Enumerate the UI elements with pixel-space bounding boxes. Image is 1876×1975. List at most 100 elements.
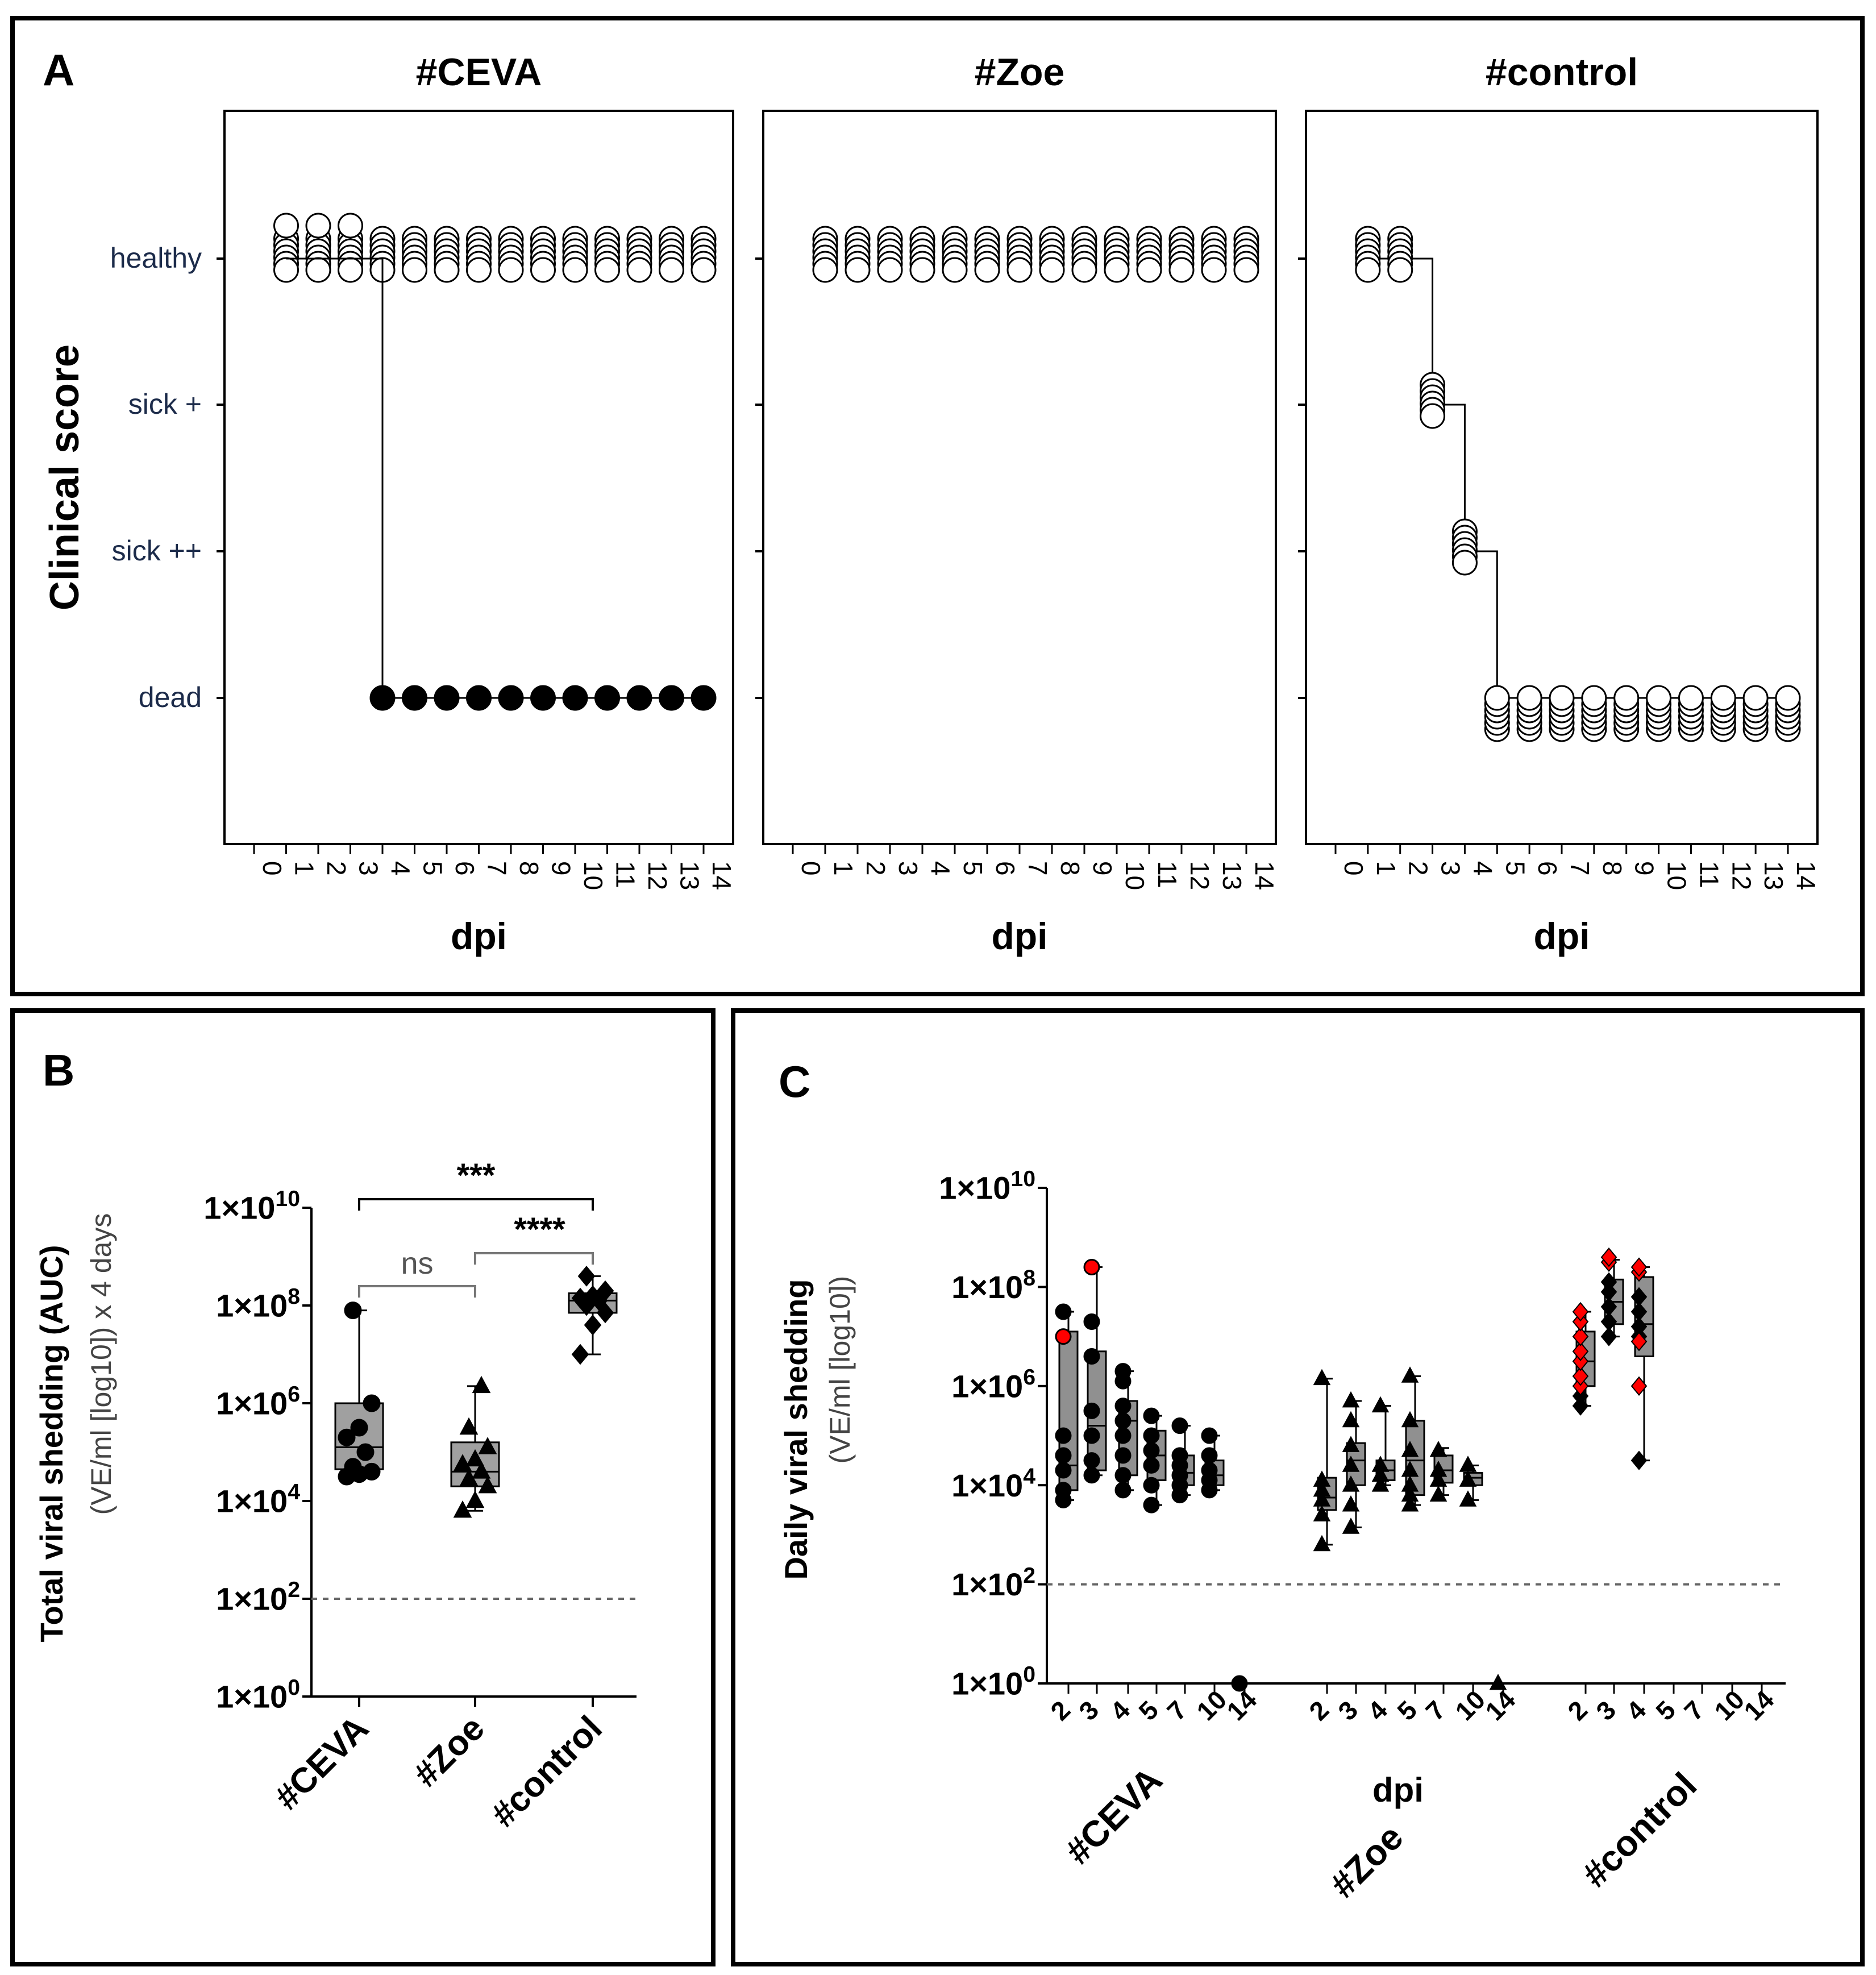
tick-base: 1×10 [216, 1483, 288, 1519]
tick-base: 1×10 [951, 1368, 1023, 1404]
tick-base: 1×10 [951, 1269, 1023, 1305]
data-point [584, 1315, 602, 1336]
y-category-label: healthy [110, 242, 202, 274]
data-point [1600, 1272, 1617, 1292]
x-tick-label: 14 [707, 861, 737, 890]
highlight-point [1572, 1302, 1589, 1322]
tick-exponent: 2 [1023, 1564, 1035, 1588]
panel-b-y-tick-label: 1×100 [216, 1675, 300, 1714]
data-point [1401, 1441, 1419, 1457]
significance-label: ns [401, 1246, 433, 1280]
data-point [1055, 1303, 1072, 1320]
data-point [1678, 685, 1704, 711]
tick-exponent: 10 [275, 1187, 300, 1211]
panel-a-frame [10, 16, 1865, 996]
highlight-point [1055, 1328, 1072, 1345]
data-point [1006, 257, 1033, 283]
subplot-title: #CEVA [416, 51, 542, 94]
data-point [402, 257, 427, 283]
data-point [1201, 1462, 1218, 1479]
data-point [1143, 1496, 1160, 1514]
tick-exponent: 10 [1010, 1167, 1035, 1191]
data-point [1083, 1313, 1100, 1330]
x-tick-label: 10 [1120, 861, 1150, 890]
x-tick-label: 10 [1662, 861, 1692, 890]
data-point [1055, 1482, 1072, 1499]
x-axis-title: dpi [1534, 915, 1590, 957]
data-point [1371, 1456, 1390, 1472]
data-point [845, 257, 871, 283]
tick-exponent: 2 [288, 1578, 300, 1602]
data-point [1600, 1282, 1617, 1302]
data-point [659, 685, 684, 711]
data-point [344, 1302, 362, 1320]
x-tick-label: 1 [290, 861, 319, 876]
data-point [1429, 1441, 1447, 1457]
x-tick-label: 13 [1217, 861, 1247, 890]
data-point [466, 257, 492, 283]
x-tick-label: 11 [1694, 861, 1724, 888]
data-point [877, 257, 903, 283]
x-tick-label: 4 [386, 861, 415, 876]
data-point [1313, 1369, 1331, 1386]
data-point [1313, 1470, 1331, 1487]
x-tick-label: 0 [1339, 861, 1368, 876]
y-axis-subtitle: (VE/ml [log10]) x 4 days [85, 1213, 117, 1515]
x-tick-label: 9 [1088, 861, 1117, 876]
data-point [1613, 685, 1640, 711]
highlight-point [1572, 1376, 1589, 1396]
data-point [1371, 1475, 1390, 1492]
data-point [1342, 1391, 1360, 1408]
data-point [1114, 1363, 1132, 1380]
data-point [472, 1461, 491, 1479]
panel-b-y-tick-label: 1×1010 [203, 1187, 300, 1225]
data-point [1401, 1475, 1419, 1492]
tick-base: 1×10 [203, 1190, 275, 1226]
x-tick-label: 2 [861, 861, 891, 876]
data-point [659, 257, 684, 283]
data-point [1083, 1427, 1100, 1444]
data-point [1313, 1480, 1331, 1497]
x-tick-label: 5 [418, 861, 448, 876]
data-point [434, 685, 460, 711]
data-point [1114, 1447, 1132, 1464]
y-axis-title: Total viral shedding (AUC) [34, 1245, 69, 1643]
tick-exponent: 8 [288, 1284, 300, 1309]
data-point [690, 685, 717, 711]
data-point [1201, 1447, 1218, 1464]
x-tick-label: 11 [1153, 861, 1182, 888]
data-point [1387, 257, 1413, 283]
tick-exponent: 6 [288, 1382, 300, 1407]
highlight-point [1572, 1327, 1589, 1346]
data-point [1055, 1427, 1072, 1444]
data-point [1313, 1505, 1331, 1521]
data-point [1355, 257, 1381, 283]
x-tick-label: 8 [514, 861, 544, 876]
x-tick-label: 12 [1727, 861, 1756, 890]
data-point [466, 685, 492, 711]
x-tick-label: 10 [579, 861, 608, 890]
panel-b-y-tick-label: 1×102 [216, 1578, 300, 1616]
highlight-point [1630, 1376, 1648, 1396]
data-point [1742, 685, 1769, 711]
panel-a-plots: healthy sick + sick ++ dead Clinical score #C… [42, 51, 1821, 957]
x-tick-label: 12 [643, 861, 672, 890]
data-point [338, 1428, 356, 1446]
data-point [1342, 1411, 1360, 1428]
x-tick-label: 7 [1023, 861, 1053, 876]
y-axis-subtitle: (VE/ml [log10]) [824, 1276, 856, 1464]
data-point [1313, 1535, 1331, 1552]
data-point [1114, 1467, 1132, 1484]
data-point [338, 257, 363, 283]
highlight-point [1572, 1341, 1589, 1361]
data-point [1114, 1482, 1132, 1499]
data-point [530, 257, 556, 283]
tick-base: 1×10 [216, 1679, 288, 1715]
data-point [690, 257, 717, 283]
data-point [530, 685, 556, 711]
highlight-point [1572, 1366, 1589, 1386]
data-point [1055, 1447, 1072, 1464]
data-point [1371, 1465, 1390, 1482]
x-tick-label: 12 [1185, 861, 1214, 890]
